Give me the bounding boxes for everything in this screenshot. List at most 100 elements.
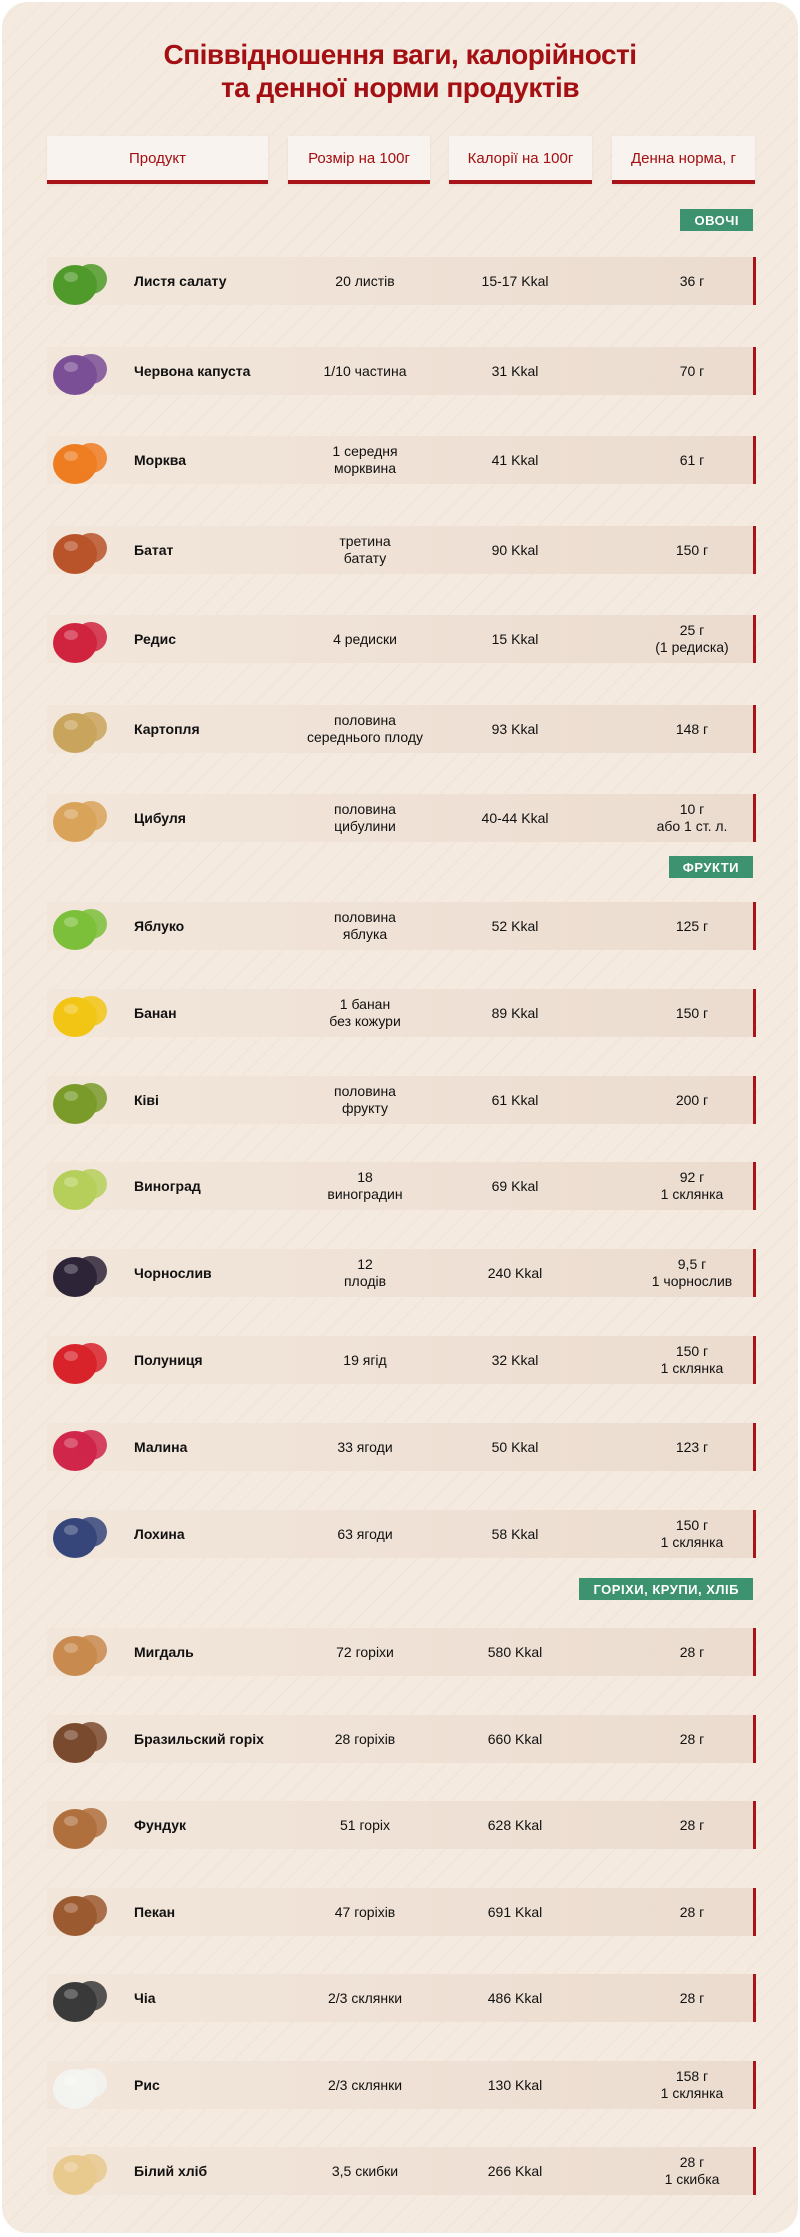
table-row: Рис 2/3 склянки 130 Kkal 158 г 1 склянка <box>47 2061 756 2109</box>
daily-norm: 150 г 1 склянка <box>660 1343 724 1376</box>
header-product: Продукт <box>47 136 268 184</box>
product-name: Листя салату <box>134 273 227 289</box>
table-row: Картопля половина середнього плоду 93 Kkal… <box>47 705 756 753</box>
calories-per-100g: 240 Kkal <box>487 1264 543 1281</box>
table-row: Цибуля половина цибулини 40-44 Kkal 10 г аб… <box>47 794 756 842</box>
title-line-2: та денної норми продуктів <box>220 72 580 103</box>
table-row: Листя салату 20 листів 15-17 Kkal 36 г <box>47 257 756 305</box>
header-calories: Калорії на 100г <box>449 136 592 184</box>
daily-norm: 148 г <box>675 720 709 737</box>
table-row: Лохина 63 ягоди 58 Kkal 150 г 1 склянка <box>47 1510 756 1558</box>
daily-norm: 36 г <box>679 272 705 289</box>
size-per-100g: половина фрукту <box>334 1083 396 1116</box>
product-name: Банан <box>134 1005 177 1021</box>
table-row: Банан 1 банан без кожури 89 Kkal 150 г <box>47 989 756 1037</box>
banana-icon <box>45 975 121 1051</box>
page-title: Співвідношення ваги, калорійності та ден… <box>2 38 798 104</box>
product-name: Цибуля <box>134 810 186 826</box>
product-name: Картопля <box>134 721 200 737</box>
size-per-100g: 19 ягід <box>343 1351 387 1368</box>
calories-per-100g: 130 Kkal <box>487 2076 543 2093</box>
potato-icon <box>45 691 121 767</box>
daily-norm: 28 г <box>679 1989 705 2006</box>
size-per-100g: 51 горіх <box>340 1816 390 1833</box>
size-per-100g: 2/3 склянки <box>327 1989 403 2006</box>
daily-norm: 150 г <box>675 1004 709 1021</box>
product-name: Морква <box>134 452 186 468</box>
calories-per-100g: 69 Kkal <box>491 1177 539 1194</box>
table-row: Малина 33 ягоди 50 Kkal 123 г <box>47 1423 756 1471</box>
product-name: Редис <box>134 631 177 647</box>
radish-icon <box>45 601 121 677</box>
product-name: Пекан <box>134 1904 176 1920</box>
table-row: Червона капуста 1/10 частина 31 Kkal 70 г <box>47 347 756 395</box>
table-row: Виноград 18 виноградин 69 Kkal 92 г 1 склян… <box>47 1162 756 1210</box>
title-line-1: Співвідношення ваги, калорійності <box>163 39 637 70</box>
size-per-100g: 12 плодів <box>343 1256 387 1289</box>
header-size: Розмір на 100г <box>288 136 430 184</box>
brazil-nut-icon <box>45 1701 121 1777</box>
red-cabbage-icon <box>45 333 121 409</box>
table-row: Чорнослив 12 плодів 240 Kkal 9,5 г 1 чорнос… <box>47 1249 756 1297</box>
calories-per-100g: 32 Kkal <box>491 1351 539 1368</box>
table-row: Пекан 47 горіхів 691 Kkal 28 г <box>47 1888 756 1936</box>
strawberry-icon <box>45 1322 121 1398</box>
daily-norm: 28 г 1 скибка <box>664 2154 720 2187</box>
size-per-100g: 63 ягоди <box>337 1525 393 1542</box>
size-per-100g: 33 ягоди <box>337 1438 393 1455</box>
size-per-100g: половина середнього плоду <box>306 712 424 745</box>
product-name: Малина <box>134 1439 188 1455</box>
header-daily-norm: Денна норма, г <box>612 136 755 184</box>
daily-norm: 28 г <box>679 1643 705 1660</box>
calories-per-100g: 486 Kkal <box>487 1989 543 2006</box>
carrot-icon <box>45 422 121 498</box>
size-per-100g: 1 середня морквина <box>332 443 398 476</box>
calories-per-100g: 61 Kkal <box>491 1091 539 1108</box>
daily-norm: 25 г (1 редиска) <box>655 622 729 655</box>
lettuce-icon <box>45 243 121 319</box>
chia-icon <box>45 1960 121 2036</box>
table-row: Полуниця 19 ягід 32 Kkal 150 г 1 склянка <box>47 1336 756 1384</box>
daily-norm: 70 г <box>679 362 705 379</box>
size-per-100g: 3,5 скибки <box>331 2162 399 2179</box>
product-name: Червона капуста <box>134 363 251 379</box>
prune-icon <box>45 1235 121 1311</box>
table-row: Білий хліб 3,5 скибки 266 Kkal 28 г 1 скибк… <box>47 2147 756 2195</box>
table-row: Мигдаль 72 горіхи 580 Kkal 28 г <box>47 1628 756 1676</box>
apple-icon <box>45 888 121 964</box>
calories-per-100g: 15 Kkal <box>491 630 539 647</box>
calories-per-100g: 15-17 Kkal <box>481 272 549 289</box>
daily-norm: 150 г <box>675 541 709 558</box>
daily-norm: 28 г <box>679 1816 705 1833</box>
product-name: Лохина <box>134 1526 185 1542</box>
blueberry-icon <box>45 1496 121 1572</box>
product-name: Бразильский горіх <box>134 1731 264 1747</box>
calories-per-100g: 40-44 Kkal <box>481 809 549 826</box>
daily-norm: 150 г 1 склянка <box>660 1517 724 1550</box>
daily-norm: 61 г <box>679 451 705 468</box>
daily-norm: 123 г <box>675 1438 709 1455</box>
calories-per-100g: 660 Kkal <box>487 1730 543 1747</box>
product-name: Чіа <box>134 1990 156 2006</box>
calories-per-100g: 50 Kkal <box>491 1438 539 1455</box>
daily-norm: 9,5 г 1 чорнослив <box>651 1256 733 1289</box>
calories-per-100g: 93 Kkal <box>491 720 539 737</box>
product-name: Чорнослив <box>134 1265 212 1281</box>
kiwi-icon <box>45 1062 121 1138</box>
product-name: Яблуко <box>134 918 185 934</box>
grapes-icon <box>45 1148 121 1224</box>
table-row: Ківі половина фрукту 61 Kkal 200 г <box>47 1076 756 1124</box>
daily-norm: 125 г <box>675 917 709 934</box>
table-row: Яблуко половина яблука 52 Kkal 125 г <box>47 902 756 950</box>
calories-per-100g: 58 Kkal <box>491 1525 539 1542</box>
raspberry-icon <box>45 1409 121 1485</box>
calories-per-100g: 41 Kkal <box>491 451 539 468</box>
bread-icon <box>45 2133 121 2209</box>
calories-per-100g: 89 Kkal <box>491 1004 539 1021</box>
size-per-100g: третина батату <box>339 533 391 566</box>
table-row: Фундук 51 горіх 628 Kkal 28 г <box>47 1801 756 1849</box>
section-badge: ФРУКТИ <box>668 856 753 878</box>
size-per-100g: 47 горіхів <box>334 1903 396 1920</box>
rice-icon <box>45 2047 121 2123</box>
